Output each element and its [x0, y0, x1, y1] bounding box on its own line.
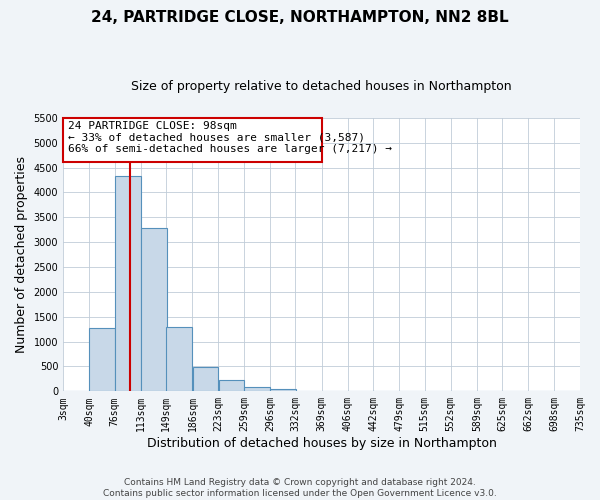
- Text: 24, PARTRIDGE CLOSE, NORTHAMPTON, NN2 8BL: 24, PARTRIDGE CLOSE, NORTHAMPTON, NN2 8B…: [91, 10, 509, 25]
- Text: Contains HM Land Registry data © Crown copyright and database right 2024.
Contai: Contains HM Land Registry data © Crown c…: [103, 478, 497, 498]
- Bar: [166, 327, 192, 392]
- FancyBboxPatch shape: [63, 118, 322, 162]
- Bar: [218, 380, 244, 392]
- Bar: [89, 328, 115, 392]
- Bar: [115, 176, 140, 392]
- Bar: [141, 228, 167, 392]
- Text: 24 PARTRIDGE CLOSE: 98sqm
← 33% of detached houses are smaller (3,587)
66% of se: 24 PARTRIDGE CLOSE: 98sqm ← 33% of detac…: [68, 120, 392, 154]
- Bar: [193, 368, 218, 392]
- Title: Size of property relative to detached houses in Northampton: Size of property relative to detached ho…: [131, 80, 512, 93]
- Bar: [244, 388, 270, 392]
- X-axis label: Distribution of detached houses by size in Northampton: Distribution of detached houses by size …: [146, 437, 497, 450]
- Bar: [270, 389, 296, 392]
- Y-axis label: Number of detached properties: Number of detached properties: [15, 156, 28, 353]
